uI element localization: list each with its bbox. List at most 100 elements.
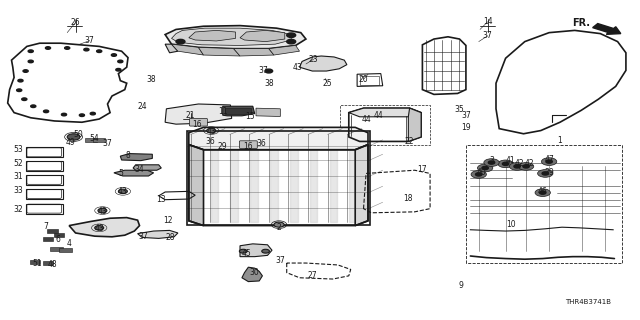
Text: 40: 40 (476, 168, 486, 177)
Text: 36: 36 (205, 137, 215, 146)
Text: 25: 25 (323, 79, 333, 88)
Circle shape (287, 39, 296, 44)
Polygon shape (290, 135, 298, 222)
Circle shape (84, 48, 89, 51)
Polygon shape (201, 135, 209, 222)
Text: 50: 50 (73, 130, 83, 139)
Text: 8: 8 (125, 151, 131, 160)
Polygon shape (165, 104, 232, 124)
Text: 35: 35 (454, 105, 465, 114)
Bar (59, 248, 72, 252)
Text: 42: 42 (525, 159, 535, 168)
Text: 37: 37 (138, 232, 148, 241)
Circle shape (265, 69, 273, 73)
Text: 3: 3 (489, 156, 494, 165)
Text: 38: 38 (147, 76, 157, 84)
Polygon shape (300, 135, 307, 222)
Text: 26: 26 (70, 18, 81, 27)
Circle shape (65, 47, 70, 49)
Text: 42: 42 (515, 159, 525, 168)
Circle shape (28, 50, 33, 52)
Text: 7: 7 (44, 222, 49, 231)
Circle shape (540, 191, 546, 194)
Text: 15: 15 (244, 112, 255, 121)
Polygon shape (165, 44, 178, 53)
Circle shape (118, 60, 123, 63)
Text: 13: 13 (156, 196, 166, 204)
Bar (47, 229, 58, 233)
Circle shape (541, 158, 557, 165)
Polygon shape (355, 145, 368, 226)
Polygon shape (138, 230, 178, 238)
Circle shape (31, 105, 36, 108)
Bar (43, 261, 53, 265)
Circle shape (471, 171, 486, 178)
Polygon shape (189, 30, 236, 41)
Polygon shape (211, 135, 218, 222)
Text: 22: 22 (405, 137, 414, 146)
Polygon shape (330, 135, 337, 222)
Polygon shape (189, 145, 204, 226)
Circle shape (518, 163, 534, 170)
Text: 31: 31 (13, 172, 23, 181)
FancyBboxPatch shape (239, 141, 257, 148)
Polygon shape (234, 49, 274, 56)
Text: 44: 44 (374, 111, 384, 120)
Text: 27: 27 (307, 271, 317, 280)
Polygon shape (172, 28, 291, 45)
Text: 33: 33 (13, 186, 23, 195)
Polygon shape (133, 165, 161, 170)
Circle shape (22, 98, 27, 100)
Text: 43: 43 (118, 188, 128, 196)
Circle shape (116, 68, 121, 71)
Polygon shape (230, 135, 238, 222)
Circle shape (502, 162, 509, 165)
Circle shape (542, 172, 548, 175)
Text: THR4B3741B: THR4B3741B (565, 300, 611, 305)
Text: 37: 37 (84, 36, 95, 45)
Text: 34: 34 (134, 165, 145, 174)
Circle shape (45, 47, 51, 49)
Polygon shape (269, 45, 300, 55)
Text: 49: 49 (65, 138, 76, 147)
Polygon shape (191, 135, 198, 222)
Bar (43, 237, 53, 241)
Polygon shape (225, 108, 251, 114)
Polygon shape (339, 135, 347, 222)
Circle shape (477, 164, 493, 172)
Text: 23: 23 (308, 55, 319, 64)
Circle shape (476, 173, 482, 176)
Circle shape (79, 114, 84, 116)
Circle shape (67, 134, 80, 140)
Polygon shape (349, 108, 421, 117)
Text: 17: 17 (417, 165, 428, 174)
Polygon shape (198, 47, 240, 56)
Text: FR.: FR. (572, 18, 590, 28)
Polygon shape (240, 30, 285, 42)
Circle shape (488, 161, 495, 164)
Polygon shape (242, 267, 262, 282)
Polygon shape (69, 218, 140, 237)
Polygon shape (320, 135, 327, 222)
Polygon shape (250, 135, 258, 222)
Text: 10: 10 (506, 220, 516, 229)
Text: 41: 41 (506, 156, 516, 165)
Polygon shape (241, 135, 248, 222)
Text: 43: 43 (94, 224, 104, 233)
Circle shape (535, 189, 550, 196)
Circle shape (274, 222, 284, 227)
Text: 43: 43 (206, 127, 216, 136)
Text: 20: 20 (358, 75, 369, 84)
Text: 54: 54 (90, 134, 100, 143)
Circle shape (239, 249, 247, 253)
Text: 38: 38 (264, 79, 274, 88)
Circle shape (509, 163, 525, 170)
Polygon shape (223, 106, 255, 116)
Polygon shape (172, 44, 204, 55)
Polygon shape (360, 135, 367, 222)
Circle shape (176, 39, 185, 44)
Circle shape (538, 170, 553, 177)
Circle shape (111, 54, 116, 56)
Polygon shape (240, 244, 272, 257)
Circle shape (98, 208, 107, 213)
